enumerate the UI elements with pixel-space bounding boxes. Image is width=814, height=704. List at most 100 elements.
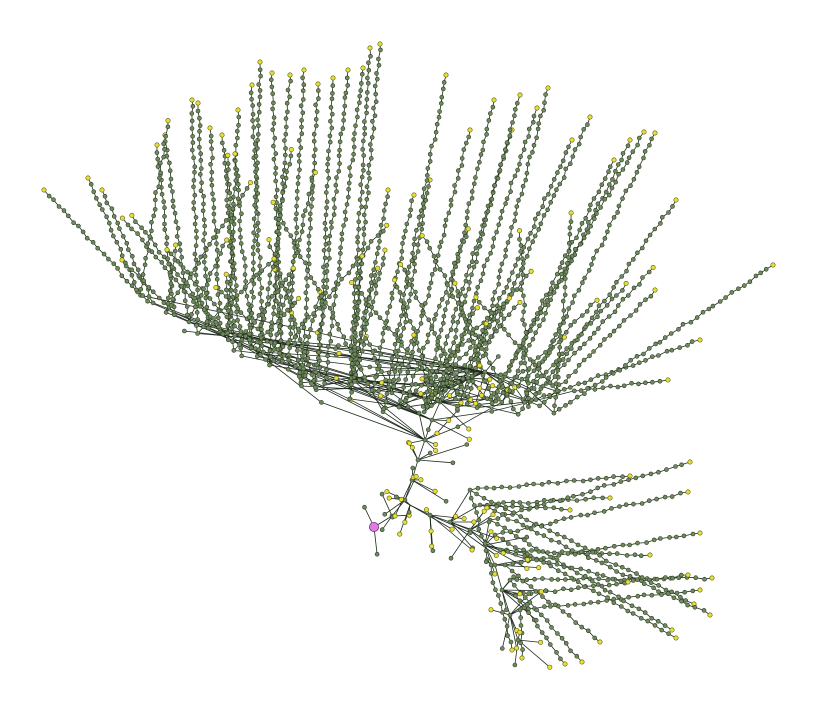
chain-node — [352, 325, 357, 331]
chain-node — [256, 102, 262, 107]
chain-node — [306, 362, 311, 368]
chain-node — [381, 216, 386, 222]
chain-node — [358, 182, 364, 187]
chain-node — [588, 377, 594, 383]
chain-node — [729, 290, 735, 295]
chain-node — [597, 342, 603, 348]
chain-node — [522, 322, 527, 327]
chain-node — [656, 353, 661, 358]
chain-node — [506, 368, 512, 373]
chain-node — [364, 184, 370, 189]
edge — [399, 504, 411, 535]
chain-node — [414, 340, 420, 346]
chain-node — [607, 222, 612, 228]
hub-edge — [418, 412, 426, 441]
chain-node — [685, 342, 690, 348]
chain-node — [588, 223, 594, 229]
chain-node — [294, 189, 300, 194]
chain-node — [258, 73, 263, 79]
chain-node — [226, 167, 231, 172]
chain-node — [515, 368, 521, 374]
hub-edge — [350, 399, 426, 441]
chain-node — [574, 394, 580, 400]
chain-node — [504, 284, 510, 290]
chain-node — [657, 378, 663, 384]
chain-node — [355, 114, 360, 120]
chain-node — [319, 293, 324, 299]
chain-node — [236, 114, 242, 120]
chain-node — [398, 298, 404, 303]
hub-node — [537, 403, 542, 409]
chain-node — [591, 349, 596, 354]
chain-node — [553, 283, 559, 289]
chain-node — [303, 260, 308, 266]
chain-node — [503, 371, 508, 377]
chain-node — [611, 215, 617, 220]
chain-node — [438, 390, 444, 396]
chain-node — [465, 394, 471, 400]
chain-node — [253, 180, 259, 185]
chain-node — [271, 304, 277, 310]
chain-node — [119, 273, 125, 279]
chain-node — [723, 295, 728, 300]
hub-edge — [321, 402, 426, 441]
chain-node — [453, 306, 459, 312]
chain-node — [562, 284, 568, 290]
chain-node — [280, 174, 285, 180]
chain-node — [534, 373, 540, 379]
chain-node — [349, 335, 355, 340]
chain-node — [615, 384, 621, 390]
chain-node — [488, 202, 494, 207]
chain-node — [306, 247, 311, 253]
chain-node — [518, 287, 524, 292]
chain-node — [615, 162, 621, 167]
hub-node — [378, 393, 384, 399]
chain-node — [273, 165, 279, 171]
hub-node — [489, 409, 495, 414]
chain-node — [539, 298, 545, 304]
chain-node — [710, 303, 716, 309]
edge — [429, 514, 473, 551]
chain-node — [397, 322, 403, 327]
chain-node — [573, 369, 578, 374]
chain-node — [449, 287, 454, 293]
chain-node — [377, 345, 383, 351]
chain-node — [466, 379, 472, 384]
chain-node — [429, 143, 434, 149]
chain-node — [255, 146, 260, 151]
hub-edge — [477, 401, 531, 408]
leaf-node — [385, 187, 391, 193]
chain-node — [255, 191, 261, 196]
chain-node — [489, 197, 495, 202]
chain-node — [66, 213, 71, 219]
chain-node — [401, 235, 407, 240]
hub-node — [452, 396, 458, 402]
chain-node — [201, 217, 207, 223]
chain-node — [182, 298, 188, 304]
chain-node — [474, 352, 480, 358]
hub-node — [440, 395, 445, 401]
chain-node — [403, 313, 409, 318]
chain-node — [191, 206, 197, 212]
chain-node — [647, 142, 652, 148]
chain-node — [250, 245, 256, 250]
chain-node — [636, 381, 641, 387]
chain-node — [300, 88, 306, 93]
chain-node — [520, 261, 526, 266]
chain-node — [111, 214, 117, 219]
chain-node — [322, 304, 327, 310]
chain-node — [564, 351, 570, 357]
chain-node — [371, 126, 377, 131]
chain-node — [300, 110, 306, 116]
chain-node — [232, 333, 238, 338]
chain-node — [359, 339, 365, 344]
chain-node — [311, 153, 317, 159]
chain-node — [304, 276, 309, 281]
chain-node — [276, 307, 282, 312]
chain-node — [282, 160, 288, 166]
chain-node — [620, 196, 625, 201]
chain-node — [512, 218, 518, 224]
hub-node — [182, 328, 187, 334]
chain-node — [403, 377, 409, 382]
chain-node — [234, 297, 240, 303]
